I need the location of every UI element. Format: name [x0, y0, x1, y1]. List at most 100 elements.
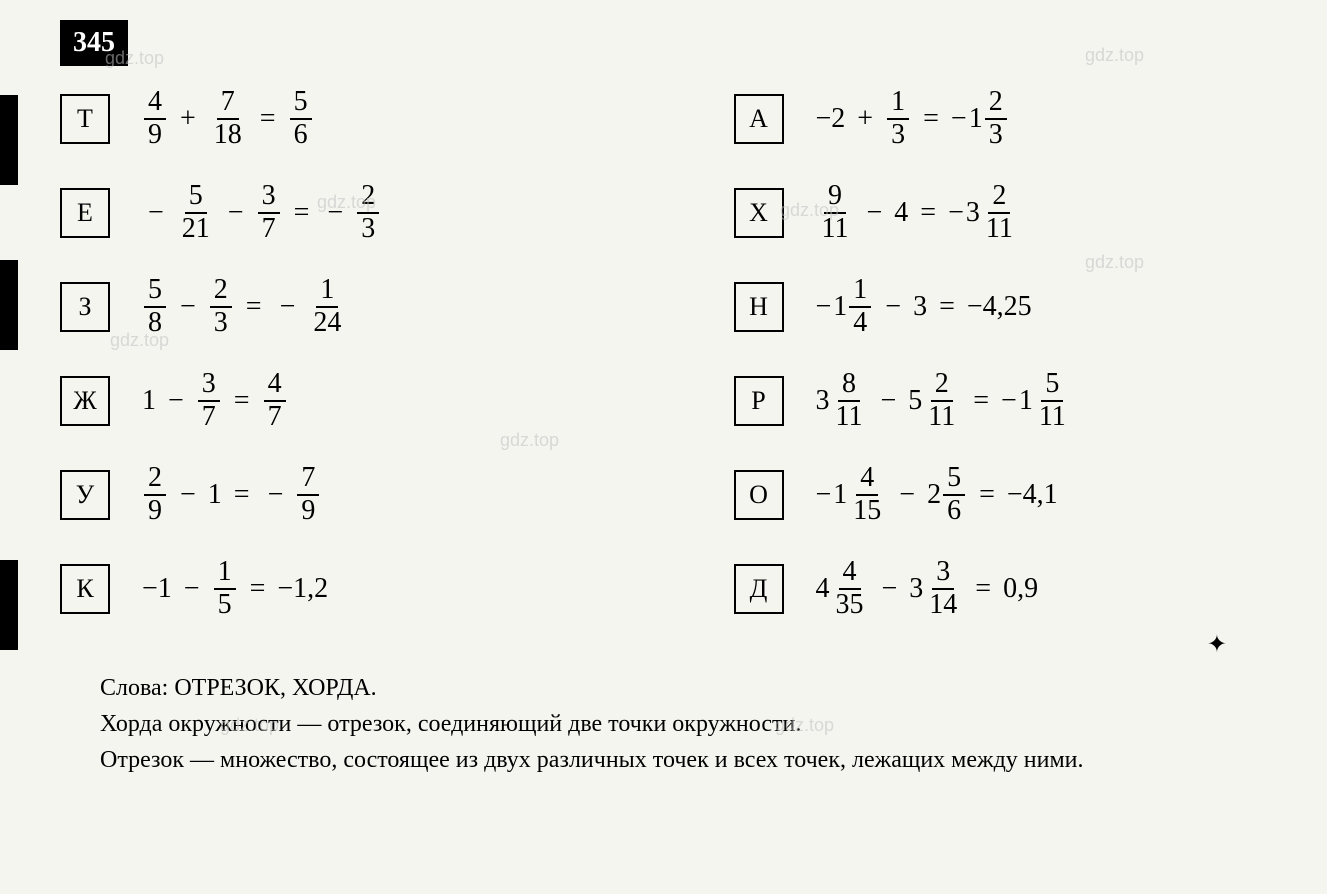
- number: 3: [913, 291, 927, 323]
- mixed-number: −3211: [948, 181, 1019, 245]
- equation: 1−37 = 47: [142, 369, 288, 433]
- equation: 4435−3314=0,9: [816, 557, 1039, 621]
- operator: −: [280, 291, 296, 323]
- equation-row: Е−521−37=−23: [60, 180, 614, 246]
- operator: =: [246, 291, 262, 323]
- equation-row: Т49+718=56: [60, 86, 614, 152]
- footer-line-3: Отрезок — множество, состоящее из двух р…: [60, 742, 1287, 778]
- operator: −: [180, 479, 196, 511]
- equation-row: К −1−15=−1,2: [60, 556, 614, 622]
- equations-columns: Т49+718=56Е−521−37=−23З58−23=−124Ж1−37=4…: [60, 86, 1287, 650]
- operator: +: [180, 103, 196, 135]
- number: −4,25: [967, 291, 1032, 323]
- fraction: 37: [258, 181, 280, 245]
- fraction: 15: [214, 557, 236, 621]
- mixed-number: −123: [951, 87, 1009, 151]
- ink-mark: ✦: [1207, 630, 1227, 659]
- fraction: 23: [357, 181, 379, 245]
- fraction: 37: [198, 369, 220, 433]
- equation: −521−37=−23: [142, 181, 381, 245]
- mixed-number: 4435: [816, 557, 870, 621]
- operator: =: [294, 197, 310, 229]
- side-decoration: [0, 95, 18, 185]
- watermark: gdz.top: [1085, 45, 1144, 66]
- equation: −1−15=−1,2: [142, 557, 328, 621]
- operator: =: [973, 385, 989, 417]
- fraction: 13: [887, 87, 909, 151]
- letter-box: Е: [60, 188, 110, 238]
- fraction: 718: [210, 87, 246, 151]
- letter-box: Н: [734, 282, 784, 332]
- operator: =: [234, 479, 250, 511]
- fraction: 49: [144, 87, 166, 151]
- fraction: 124: [309, 275, 345, 339]
- letter-box: Ж: [60, 376, 110, 426]
- equation-row: Р 3811−5211 = −1511: [734, 368, 1288, 434]
- fraction: 911: [818, 181, 853, 245]
- equation-row: Н −114−3 = −4,25: [734, 274, 1288, 340]
- mixed-number: −1511: [1001, 369, 1072, 433]
- mixed-number: 256: [927, 463, 967, 527]
- operator: =: [920, 197, 936, 229]
- operator: =: [923, 103, 939, 135]
- side-decoration: [0, 560, 18, 650]
- operator: −: [168, 385, 184, 417]
- operator: −: [228, 197, 244, 229]
- letter-box: Т: [60, 94, 110, 144]
- number: −1,2: [277, 573, 328, 605]
- operator: =: [979, 479, 995, 511]
- fraction: 23: [210, 275, 232, 339]
- equation: 58−23=−124: [142, 275, 347, 339]
- number: −4,1: [1007, 479, 1058, 511]
- letter-box: З: [60, 282, 110, 332]
- letter-box: Х: [734, 188, 784, 238]
- left-column: Т49+718=56Е−521−37=−23З58−23=−124Ж1−37=4…: [60, 86, 614, 650]
- footer-line-1: Слова: ОТРЕЗОК, ХОРДА.: [60, 670, 1287, 706]
- equation-row: Ж1−37 = 47: [60, 368, 614, 434]
- operator: =: [234, 385, 250, 417]
- operator: −: [899, 479, 915, 511]
- operator: −: [268, 479, 284, 511]
- letter-box: К: [60, 564, 110, 614]
- operator: −: [180, 291, 196, 323]
- letter-box: Д: [734, 564, 784, 614]
- number: 1: [208, 479, 222, 511]
- operator: −: [885, 291, 901, 323]
- number: 1: [142, 385, 156, 417]
- equation: 911−4=−3211: [816, 181, 1019, 245]
- equation-row: Д 4435−3314=0,9: [734, 556, 1288, 622]
- fraction: 47: [264, 369, 286, 433]
- operator: −: [880, 385, 896, 417]
- equation-row: О −1415−256 = −4,1: [734, 462, 1288, 528]
- page-number-badge: 345: [60, 20, 128, 66]
- side-decoration: [0, 260, 18, 350]
- mixed-number: −1415: [816, 463, 888, 527]
- letter-box: О: [734, 470, 784, 520]
- equation: 29−1=−79: [142, 463, 321, 527]
- letter-box: У: [60, 470, 110, 520]
- number: −1: [142, 573, 172, 605]
- mixed-number: 3314: [909, 557, 963, 621]
- mixed-number: 3811: [816, 369, 869, 433]
- equation: −2+13=−123: [816, 87, 1009, 151]
- equation: −1415−256 = −4,1: [816, 463, 1058, 527]
- letter-box: Р: [734, 376, 784, 426]
- fraction: 58: [144, 275, 166, 339]
- fraction: 521: [178, 181, 214, 245]
- operator: −: [866, 197, 882, 229]
- operator: −: [148, 197, 164, 229]
- mixed-number: −114: [816, 275, 874, 339]
- equation: 3811−5211 = −1511: [816, 369, 1072, 433]
- operator: =: [939, 291, 955, 323]
- equation: −114−3 = −4,25: [816, 275, 1032, 339]
- footer-block: Слова: ОТРЕЗОК, ХОРДА. Хорда окружности …: [60, 670, 1287, 778]
- operator: −: [184, 573, 200, 605]
- letter-box: А: [734, 94, 784, 144]
- fraction: 29: [144, 463, 166, 527]
- operator: +: [857, 103, 873, 135]
- mixed-number: 5211: [908, 369, 961, 433]
- number: 0,9: [1003, 573, 1038, 605]
- equation-row: А−2+13=−123: [734, 86, 1288, 152]
- operator: =: [260, 103, 276, 135]
- right-column: А−2+13=−123Х911−4=−3211Н−114−3=−4,25Р381…: [734, 86, 1288, 650]
